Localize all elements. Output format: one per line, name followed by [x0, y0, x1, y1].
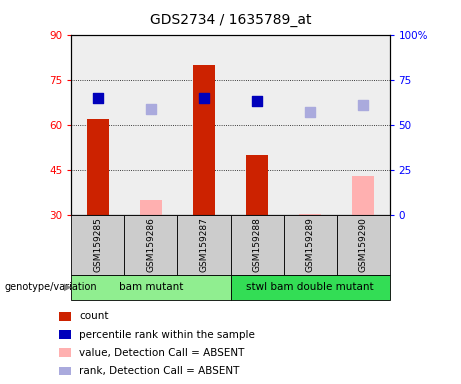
Point — [148, 106, 155, 112]
Point — [359, 102, 366, 108]
Point — [94, 95, 101, 101]
Bar — [59, 367, 71, 376]
Text: GSM159288: GSM159288 — [253, 217, 261, 272]
Bar — [299, 214, 320, 215]
Bar — [71, 275, 230, 300]
Bar — [337, 215, 390, 275]
Bar — [124, 215, 177, 275]
Bar — [193, 65, 214, 215]
Text: bam mutant: bam mutant — [119, 282, 183, 292]
Bar — [284, 215, 337, 275]
Point — [306, 109, 313, 115]
Text: GSM159289: GSM159289 — [306, 217, 314, 272]
Text: stwl bam double mutant: stwl bam double mutant — [246, 282, 374, 292]
Text: count: count — [79, 311, 109, 321]
Bar — [177, 215, 230, 275]
Text: GSM159290: GSM159290 — [359, 217, 367, 272]
Bar — [59, 330, 71, 339]
Bar — [230, 275, 390, 300]
Bar — [140, 200, 161, 215]
Bar — [87, 119, 108, 215]
Point — [254, 98, 261, 104]
Bar — [59, 312, 71, 321]
Text: percentile rank within the sample: percentile rank within the sample — [79, 329, 255, 339]
Text: value, Detection Call = ABSENT: value, Detection Call = ABSENT — [79, 348, 244, 358]
Text: GDS2734 / 1635789_at: GDS2734 / 1635789_at — [150, 13, 311, 27]
Bar — [352, 176, 373, 215]
Text: genotype/variation: genotype/variation — [5, 282, 97, 292]
Bar — [59, 348, 71, 357]
Text: GSM159285: GSM159285 — [94, 217, 102, 272]
Text: ▶: ▶ — [64, 282, 71, 292]
Point — [200, 95, 207, 101]
Bar — [71, 215, 124, 275]
Text: GSM159287: GSM159287 — [200, 217, 208, 272]
Bar — [230, 215, 284, 275]
Text: GSM159286: GSM159286 — [147, 217, 155, 272]
Bar — [246, 155, 267, 215]
Text: rank, Detection Call = ABSENT: rank, Detection Call = ABSENT — [79, 366, 239, 376]
